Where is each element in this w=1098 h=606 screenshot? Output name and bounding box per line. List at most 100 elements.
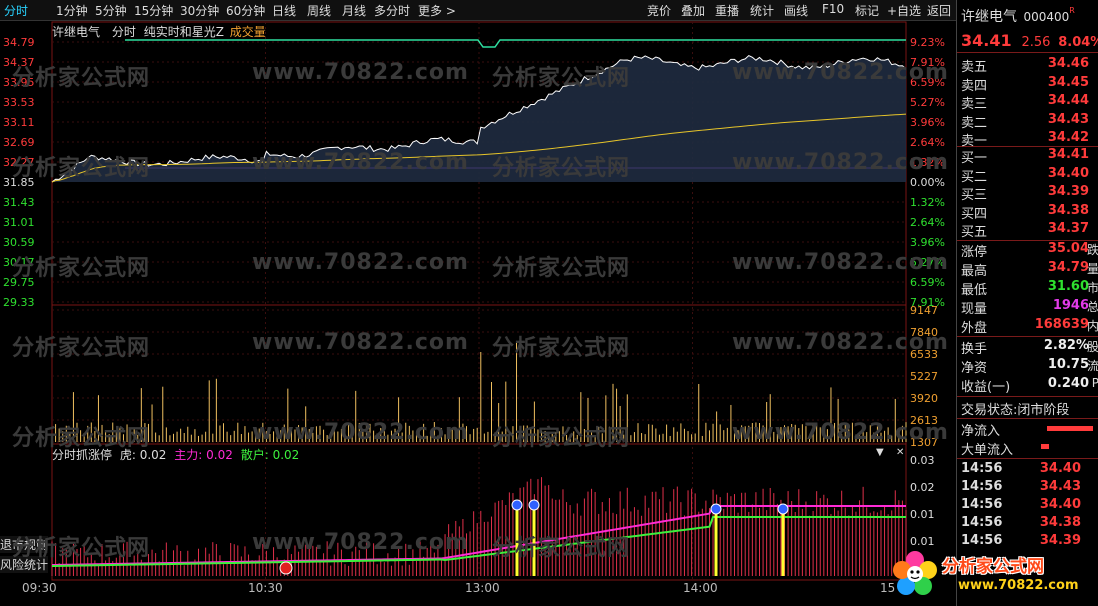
risk-stats-button[interactable]: 风险统计 (0, 556, 49, 573)
stat2-2-row: 收益(一) 0.240 P (961, 376, 1098, 395)
tick-time: 14:56 (961, 515, 1003, 530)
stat-4-value: 168639 (1034, 317, 1089, 332)
period-tab-2[interactable]: 5分钟 (95, 4, 127, 18)
trade-status-value: 闭市阶段 (1017, 403, 1070, 418)
logo-text: 分析家公式网 (942, 557, 1044, 577)
period-tab-8[interactable]: 月线 (342, 4, 367, 18)
retail-value: 0.02 (272, 448, 300, 462)
ask-4-row: 卖一 34.42 (961, 130, 1095, 149)
divider (957, 146, 1098, 147)
price-change: 2.56 (1021, 35, 1051, 50)
ball-marker-icon (279, 561, 293, 575)
tool-button-8[interactable]: 返回 (927, 4, 952, 18)
stock-name-label: 许继电气 (52, 25, 101, 39)
period-tab-9[interactable]: 多分时 (374, 4, 411, 18)
divider (957, 418, 1098, 419)
bid-3-row: 买四 34.38 (961, 203, 1095, 222)
pct-tick-label: 6.59% (910, 76, 945, 89)
tool-button-4[interactable]: 画线 (784, 4, 809, 18)
stat2-1-extra: 流 (1086, 359, 1098, 373)
stat2-0-extra: 股 (1086, 340, 1098, 354)
stat-1-value: 34.79 (1047, 260, 1089, 275)
stat-2-row: 最低 31.60 市 (961, 279, 1098, 298)
period-tab-10[interactable]: 更多 > (418, 4, 456, 18)
ask-4-value: 34.42 (1047, 130, 1089, 145)
price-tick-label: 30.17 (3, 256, 35, 269)
tick-row: 14:56 34.39 (961, 533, 1095, 552)
ask-1-value: 34.45 (1047, 74, 1089, 90)
indicator-label[interactable]: 纯实时和星光Z (143, 25, 224, 39)
tick-price: 34.38 (1039, 515, 1081, 530)
stat-1-extra: 量 (1086, 262, 1098, 276)
signal-marker-icon (777, 503, 789, 515)
indicator-tick-label: 0.03 (910, 454, 935, 467)
ask-3-value: 34.43 (1047, 111, 1089, 127)
intraday-chart[interactable]: 34.79 9.23% 34.37 7.91% 33.95 6.59% 33.53 5.27%… (0, 20, 956, 606)
tool-button-2[interactable]: 重播 (715, 4, 740, 18)
stat-2-label: 最低 (961, 283, 988, 298)
pct-tick-label: 2.64% (910, 136, 945, 149)
quote-stock-code: 000400 (1023, 10, 1070, 24)
indicator-title[interactable]: 分时抓涨停 (52, 448, 113, 462)
quote-price-line: 34.41 2.56 8.04% (961, 31, 1098, 50)
bid-1-label: 买二 (961, 169, 988, 185)
bid-0-row: 买一 34.41 (961, 147, 1095, 166)
tick-price: 34.40 (1039, 461, 1081, 476)
main-force-value: 0.02 (206, 448, 233, 462)
bid-2-value: 34.39 (1047, 184, 1089, 199)
period-tab-6[interactable]: 日线 (272, 4, 297, 18)
bid-1-row: 买二 34.40 (961, 166, 1095, 185)
tool-button-5[interactable]: F10 (822, 2, 845, 16)
pct-tick-label: 5.27% (910, 96, 945, 109)
delist-rules-button[interactable]: 退市规则 (0, 536, 49, 553)
tick-row: 14:56 34.40 (961, 461, 1095, 480)
tool-button-6[interactable]: 标记 (855, 4, 880, 18)
quote-title: 许继电气 000400R (961, 6, 1075, 26)
signal-marker-icon (511, 499, 523, 511)
stat-4-extra: 内 (1086, 319, 1098, 333)
stat-4-label: 外盘 (961, 321, 988, 336)
quote-code-badge: R (1069, 6, 1075, 15)
tool-button-1[interactable]: 叠加 (681, 4, 706, 18)
dropdown-arrow-icon[interactable]: ▼ (876, 447, 884, 458)
pct-tick-label: 7.91% (910, 56, 945, 69)
period-tab-1[interactable]: 1分钟 (56, 4, 88, 18)
stat2-0-value: 2.82% (1043, 338, 1089, 353)
stat-0-extra: 跌 (1086, 243, 1098, 257)
volume-tick-label: 7840 (910, 326, 938, 339)
price-tick-label: 32.69 (3, 136, 35, 149)
period-tab-5[interactable]: 60分钟 (226, 4, 266, 18)
period-tab-7[interactable]: 周线 (307, 4, 332, 18)
stat-0-value: 35.04 (1047, 241, 1089, 256)
divider (957, 458, 1098, 459)
volume-label[interactable]: 成交量 (229, 25, 266, 39)
stat-3-row: 现量 1946 总 (961, 298, 1098, 317)
bid-2-row: 买三 34.39 (961, 184, 1095, 203)
quote-panel: 许继电气 000400R 34.41 2.56 8.04% 交易状态:闭市阶段 … (956, 0, 1098, 606)
stat-0-row: 涨停 35.04 跌 (961, 241, 1098, 260)
tool-button-7[interactable]: +自选 (887, 4, 922, 18)
bid-3-label: 买四 (961, 206, 988, 222)
tick-row: 14:56 34.43 (961, 479, 1095, 498)
period-tab-0[interactable]: 分时 (4, 4, 29, 18)
stat-3-extra: 总 (1086, 300, 1098, 314)
stat-3-value: 1946 (1052, 298, 1089, 313)
retail-label: 散户: (240, 448, 269, 462)
stat2-1-label: 净资 (961, 361, 988, 376)
stat2-1-row: 净资 10.75 流 (961, 357, 1098, 376)
period-tab-3[interactable]: 15分钟 (134, 4, 174, 18)
period-tab-4[interactable]: 30分钟 (180, 4, 220, 18)
tool-button-0[interactable]: 竞价 (647, 4, 672, 18)
signal-marker-icon (528, 499, 540, 511)
limit-up-line (125, 39, 906, 48)
tool-button-3[interactable]: 统计 (750, 4, 775, 18)
trade-status: 交易状态:闭市阶段 (961, 399, 1069, 418)
time-tick-label: 15 (880, 581, 895, 595)
ask-2-row: 卖三 34.44 (961, 93, 1095, 112)
volume-tick-label: 3920 (910, 392, 938, 405)
time-tick-label: 09:30 (22, 581, 57, 595)
tick-time: 14:56 (961, 533, 1003, 548)
close-icon[interactable]: ✕ (896, 447, 905, 458)
stat2-0-label: 换手 (961, 342, 988, 357)
time-tick-label: 13:00 (465, 581, 500, 595)
